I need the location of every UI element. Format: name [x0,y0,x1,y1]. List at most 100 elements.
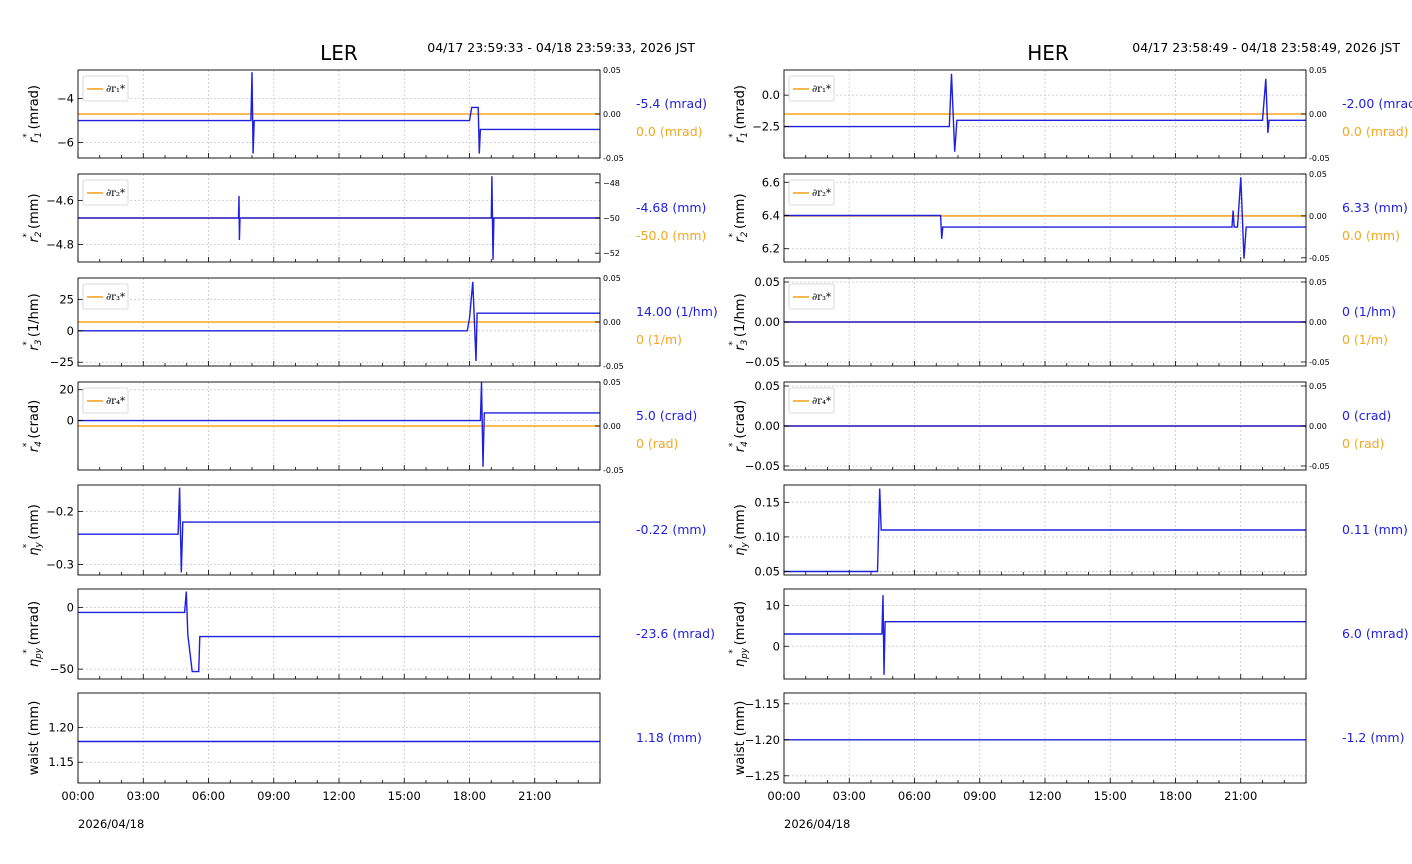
ylabel-unit: (crad) [27,400,42,439]
right-tick-label: -0.05 [1309,154,1330,163]
y-tick-label: 6.4 [762,209,780,223]
right-tick-label: −52 [603,249,620,258]
side-value-blue: 0 (crad) [1342,408,1391,423]
x-tick-label: 21:00 [518,789,551,803]
ylabel-subscript: 3 [34,339,44,345]
y-axis-label: r2* (mm) [22,193,44,242]
ylabel-star: * [728,341,738,346]
ylabel-star: * [22,543,32,548]
ylabel-unit: (mm) [733,701,748,736]
side-value-blue: 6.0 (mrad) [1342,626,1409,641]
y-tick-label: −4.6 [46,193,74,207]
side-value-blue: 14.00 (1/hm) [636,304,718,319]
right-tick-label: 0.05 [603,378,621,387]
ylabel-symbol: r [27,445,42,452]
right-tick-label: −50 [603,214,620,223]
y-tick-label: 25 [59,292,74,306]
right-tick-label: 0.00 [603,422,621,431]
y-tick-label: 0.05 [754,379,780,393]
ylabel-symbol: waist [733,741,748,775]
right-tick-label: −48 [603,179,620,188]
y-axis-label: r2* (mm) [728,193,750,242]
y-tick-label: 1.20 [48,721,74,735]
ylabel-star: * [728,442,738,447]
ylabel-unit: (mm) [27,193,42,228]
chart-title: LER [320,41,358,65]
legend-label: ∂r₁* [812,84,831,95]
y-tick-label: 0.10 [754,530,780,544]
ylabel-unit: (mrad) [733,601,748,645]
blue-series-line [78,72,600,154]
y-tick-label: −1.25 [745,769,780,783]
y-tick-label: −2.5 [752,120,780,134]
side-value-blue: 0 (1/hm) [1342,304,1396,319]
y-axis-label: r3* (1/hm) [22,293,44,350]
ylabel-unit: (mm) [733,504,748,539]
y-tick-label: −4 [57,92,74,106]
panel-5: 0.15 0.10 0.05 ηy* (mm) 0.11 (mm) [728,484,1408,579]
x-tick-label: 15:00 [388,789,421,803]
ylabel-unit: (mm) [27,504,42,539]
panel-4: 0.05 0.00 −0.05 0.05 0.00 -0.05 ∂r₄* r4* (crad) 0… [728,379,1391,473]
legend-label: ∂r₄* [106,396,125,407]
ylabel-symbol: η [733,659,748,667]
y-tick-label: −1.15 [745,697,780,711]
ylabel-unit: (mrad) [27,85,42,129]
blue-series-line [78,176,600,260]
ylabel-star: * [728,543,738,548]
date-label: 2026/04/18 [78,817,144,831]
panel-6: 0 −50 ηpy* (mrad) -23.6 (mrad) [22,588,715,680]
right-tick-label: 0.05 [603,274,621,283]
panel-7: 1.20 1.15 waist (mm) 1.18 (mm) 00:00 03:00 06:0… [27,692,702,831]
ylabel-subscript: 1 [740,132,750,138]
right-tick-label: 0.00 [603,110,621,119]
ylabel-symbol: r [27,136,42,143]
ylabel-unit: (1/hm) [27,293,42,337]
x-tick-label: 06:00 [192,789,225,803]
ylabel-star: * [22,442,32,447]
ylabel-symbol: r [733,136,748,143]
x-tick-label: 06:00 [898,789,931,803]
ylabel-subscript: 1 [34,132,44,138]
ylabel-symbol: r [27,236,42,243]
x-tick-label: 12:00 [1028,789,1061,803]
ylabel-subscript: 4 [34,441,44,447]
y-tick-label: −1.20 [745,733,780,747]
ylabel-subscript: py [34,647,44,660]
y-tick-label: 0.15 [754,495,780,509]
y-tick-label: 0.00 [754,315,780,329]
legend-label: ∂r₂* [106,188,125,199]
side-value-blue: -5.4 (mrad) [636,96,707,111]
y-axis-label: ηy* (mm) [22,504,44,556]
ylabel-subscript: 3 [740,339,750,345]
side-value-blue: -4.68 (mm) [636,200,706,215]
ylabel-symbol: r [733,344,748,351]
right-tick-label: -0.05 [603,154,624,163]
right-tick-label: 0.05 [1309,382,1327,391]
panel-5: −0.2 −0.3 ηy* (mm) -0.22 (mm) [22,484,706,576]
ylabel-symbol: η [27,548,42,556]
ylabel-unit: (1/hm) [733,293,748,337]
blue-series-line [78,487,600,573]
side-value-orange: 0.0 (mm) [1342,228,1400,243]
right-tick-label: 0.00 [1309,422,1327,431]
ylabel-subscript: 2 [34,231,44,237]
x-tick-label: 15:00 [1094,789,1127,803]
ylabel-star: * [728,133,738,138]
right-tick-label: 0.00 [1309,318,1327,327]
y-axis-label: ηpy* (mrad) [728,601,750,667]
side-value-blue: -2.00 (mrad) [1342,96,1412,111]
y-axis-label: ηpy* (mrad) [22,601,44,667]
y-axis-label: r4* (crad) [728,400,750,452]
side-value-blue: 5.0 (crad) [636,408,697,423]
y-tick-label: 0 [67,414,74,428]
chart-ler: LER 04/17 23:59:33 - 04/18 23:59:33, 2026… [22,40,718,831]
legend-box [788,387,835,414]
y-tick-label: 1.15 [48,755,74,769]
panel-1: −4 −6 0.05 0.00 -0.05 ∂r₁* r1* (mrad) -5.4 (mrad… [22,66,707,163]
blue-series-line [784,595,1306,675]
y-tick-label: −0.2 [46,504,74,518]
side-value-orange: -50.0 (mm) [636,228,706,243]
right-tick-label: -0.05 [603,466,624,475]
ylabel-symbol: waist [27,741,42,775]
